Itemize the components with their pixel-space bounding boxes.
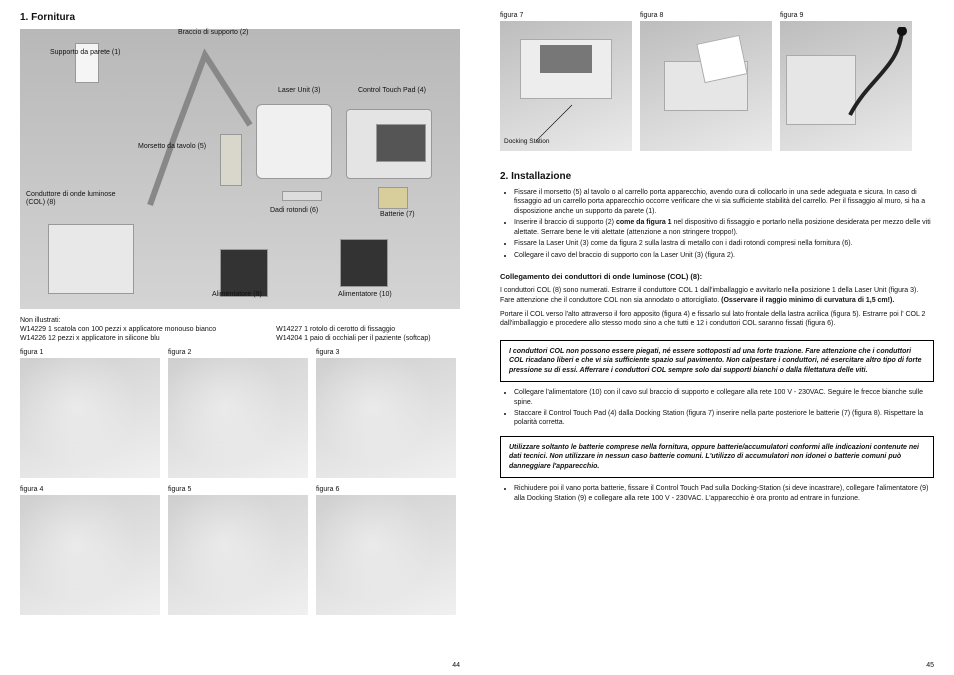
figure-7: figura 7 Docking Station (500, 12, 632, 151)
figure-1-caption: figura 1 (20, 349, 160, 356)
label-alim10: Alimentatore (10) (338, 291, 392, 298)
label-col8: Conduttore di onde luminose (COL) (8) (26, 191, 121, 207)
left-page: 1. Fornitura Supporto da parete (1) Brac… (0, 0, 480, 675)
left-heading: 1. Fornitura (20, 12, 460, 23)
figure-6: figura 6 (316, 486, 456, 615)
figure-8-caption: figura 8 (640, 12, 772, 19)
figure-4-caption: figura 4 (20, 486, 160, 493)
not-illus-r2: W14204 1 paio di occhiali per il pazient… (276, 335, 430, 344)
figure-3: figura 3 (316, 349, 456, 478)
main-photo: Supporto da parete (1) Braccio di suppor… (20, 29, 460, 309)
figure-6-caption: figura 6 (316, 486, 456, 493)
list-item: Richiudere poi il vano porta batterie, f… (514, 484, 934, 503)
figure-3-caption: figura 3 (316, 349, 456, 356)
list-item: Fissare la Laser Unit (3) come da figura… (514, 239, 934, 248)
label-alim9: Alimentatore (9) (212, 291, 262, 298)
para-2: Portare il COL verso l'alto attraverso i… (500, 310, 934, 329)
list-item: Inserire il braccio di supporto (2) come… (514, 218, 934, 237)
figure-2: figura 2 (168, 349, 308, 478)
list-item: Collegare il cavo del braccio di support… (514, 251, 934, 260)
page-number-right: 45 (926, 662, 934, 669)
figure-7-caption: figura 7 (500, 12, 632, 19)
right-page: figura 7 Docking Station figura 8 figura… (480, 0, 954, 675)
not-illus-l1: W14229 1 scatola con 100 pezzi x applica… (20, 326, 216, 335)
label-touchpad: Control Touch Pad (4) (358, 87, 426, 94)
label-supporto-parete: Supporto da parete (1) (50, 49, 120, 56)
list-item: Fissare il morsetto (5) al tavolo o al c… (514, 188, 934, 216)
bullets-2: Collegare l'alimentatore (10) con il cav… (500, 388, 934, 430)
para-1: I conduttori COL (8) sono numerati. Estr… (500, 286, 934, 305)
page-number-left: 44 (452, 662, 460, 669)
figure-5: figura 5 (168, 486, 308, 615)
figure-9: figura 9 (780, 12, 912, 151)
list-item: Collegare l'alimentatore (10) con il cav… (514, 388, 934, 407)
figure-grid: figura 1 figura 2 figura 3 figura 4 figu… (20, 349, 460, 615)
list-item: Staccare il Control Touch Pad (4) dalla … (514, 409, 934, 428)
label-batterie: Batterie (7) (380, 211, 415, 218)
not-illus-title: Non illustrati: (20, 317, 460, 326)
label-dadi: Dadi rotondi (6) (270, 207, 318, 214)
bullets-1: Fissare il morsetto (5) al tavolo o al c… (500, 188, 934, 262)
label-morsetto: Morsetto da tavolo (5) (138, 143, 206, 150)
figure-8: figura 8 (640, 12, 772, 151)
not-illustrated: Non illustrati: W14229 1 scatola con 100… (20, 317, 460, 343)
top-figures-row: figura 7 Docking Station figura 8 figura… (500, 12, 934, 151)
figure-5-caption: figura 5 (168, 486, 308, 493)
figure-9-caption: figura 9 (780, 12, 912, 19)
right-heading: 2. Installazione (500, 171, 934, 182)
label-laser: Laser Unit (3) (278, 87, 320, 94)
bullets-3: Richiudere poi il vano porta batterie, f… (500, 484, 934, 505)
warning-box-1: I conduttori COL non possono essere pieg… (500, 340, 934, 382)
figure-4: figura 4 (20, 486, 160, 615)
warning-box-2: Utilizzare soltanto le batterie comprese… (500, 436, 934, 478)
figure-1: figura 1 (20, 349, 160, 478)
not-illus-l2: W14226 12 pezzi x applicatore in silicon… (20, 335, 216, 344)
not-illus-r1: W14227 1 rotolo di cerotto di fissaggio (276, 326, 430, 335)
label-braccio: Braccio di supporto (2) (178, 29, 248, 36)
figure-2-caption: figura 2 (168, 349, 308, 356)
sub-heading: Collegamento dei conduttori di onde lumi… (500, 272, 934, 281)
